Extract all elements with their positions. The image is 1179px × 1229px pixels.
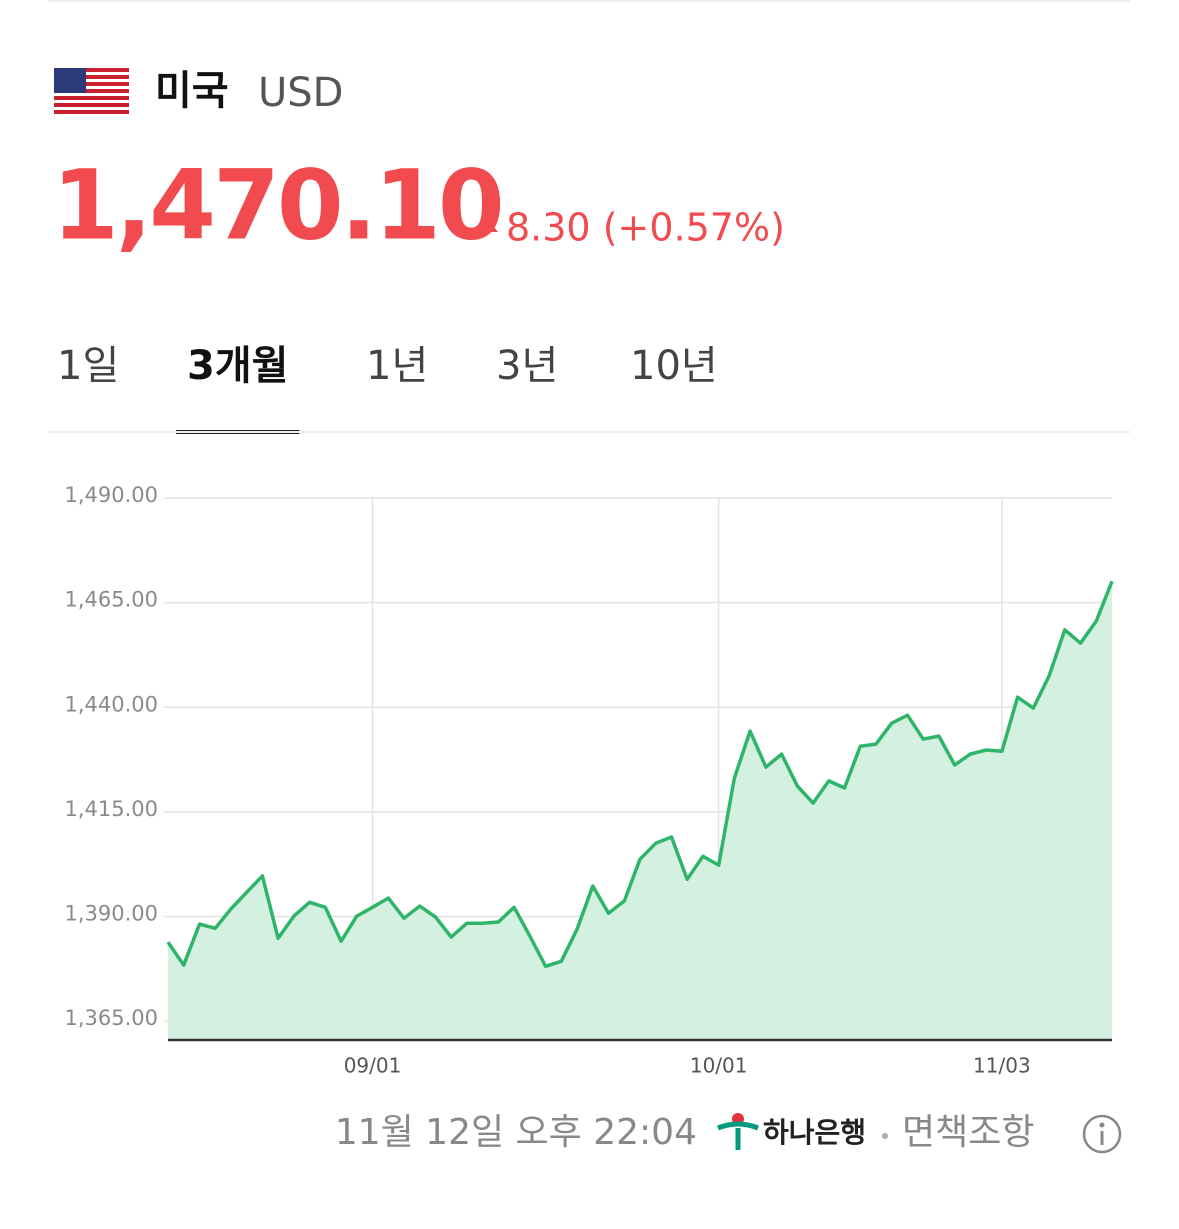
tabs: 1일 3개월 1년 3년 10년 [57, 343, 718, 434]
info-icon[interactable] [1082, 1114, 1122, 1154]
y-tick-label: 1,490.00 [64, 483, 158, 507]
y-tick-label: 1,465.00 [64, 588, 158, 612]
up-arrow [474, 216, 498, 232]
x-tick-label: 09/01 [344, 1054, 402, 1078]
line [166, 580, 1114, 969]
area [168, 581, 1112, 1040]
tab[interactable]: 3개월 [187, 343, 288, 389]
x-tick-label: 10/01 [690, 1054, 748, 1078]
y-tick-label: 1,440.00 [64, 692, 158, 716]
y-tick-label: 1,415.00 [64, 797, 158, 821]
y-tick-label: 1,365.00 [64, 1006, 158, 1030]
bank-name: 하나은행 [763, 1116, 866, 1149]
bank-logo [717, 1113, 759, 1150]
tab[interactable]: 1년 [366, 343, 428, 389]
x-tick-label: 11/03 [973, 1054, 1031, 1078]
currency: USD [258, 70, 343, 116]
separator [882, 1133, 888, 1139]
tab[interactable]: 3년 [496, 343, 558, 389]
y-tick-label: 1,390.00 [64, 902, 158, 926]
tab[interactable]: 1일 [57, 343, 119, 389]
timestamp: 11월 12일 오후 22:04 [335, 1112, 697, 1153]
price-change: 8.30 (+0.57%) [506, 206, 785, 250]
flag [54, 68, 129, 116]
country: 미국 [155, 68, 229, 114]
chart: 1,365.00 1,390.00 1,415.00 1,440.00 1,465.00… [64, 483, 1114, 1078]
tab[interactable]: 10년 [630, 343, 718, 389]
price: 1,470.10 [52, 149, 502, 261]
disclaimer[interactable]: 면책조항 [902, 1112, 1034, 1153]
